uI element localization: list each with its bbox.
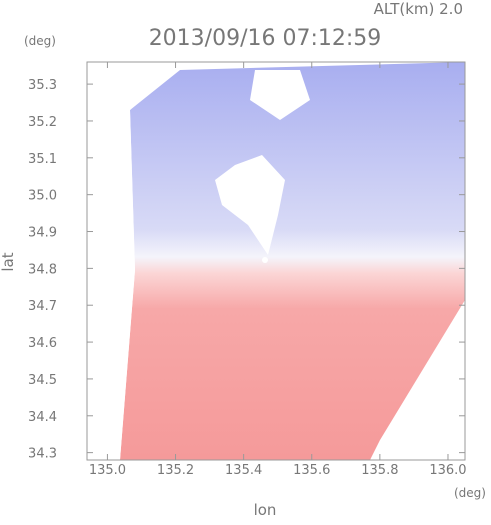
echo-gap	[87, 62, 180, 460]
x-tick-label: 136.0	[429, 463, 466, 478]
y-tick-label: 34.7	[28, 299, 57, 314]
y-tick-label: 35.2	[28, 115, 57, 130]
x-label: lon	[254, 501, 277, 519]
x-tick-label: 135.2	[157, 463, 194, 478]
x-tick-label: 135.0	[89, 463, 126, 478]
chart-title: 2013/09/16 07:12:59	[149, 26, 382, 51]
x-unit: (deg)	[454, 486, 486, 500]
x-tick-label: 135.6	[293, 463, 330, 478]
y-label: lat	[0, 252, 17, 271]
echo-gap	[250, 70, 310, 120]
y-tick-label: 34.8	[28, 262, 57, 277]
echo-gap	[370, 300, 465, 460]
echo-gap	[215, 155, 285, 255]
plot-frame	[86, 61, 466, 461]
y-tick-label: 34.4	[28, 410, 57, 425]
y-unit: (deg)	[24, 34, 56, 48]
velocity-area	[120, 62, 465, 460]
radar-field	[87, 62, 465, 460]
y-tick-label: 35.1	[28, 152, 57, 167]
y-tick-label: 34.3	[28, 447, 57, 462]
altitude: ALT(km) 2.0	[374, 0, 463, 18]
y-tick-label: 34.6	[28, 336, 57, 351]
y-tick-label: 34.5	[28, 373, 57, 388]
y-tick-label: 34.9	[28, 226, 57, 241]
y-tick-label: 35.0	[28, 189, 57, 204]
x-tick-label: 135.4	[225, 463, 262, 478]
x-tick-label: 135.8	[361, 463, 398, 478]
y-tick-label: 35.3	[28, 78, 57, 93]
radar-site	[262, 257, 268, 263]
